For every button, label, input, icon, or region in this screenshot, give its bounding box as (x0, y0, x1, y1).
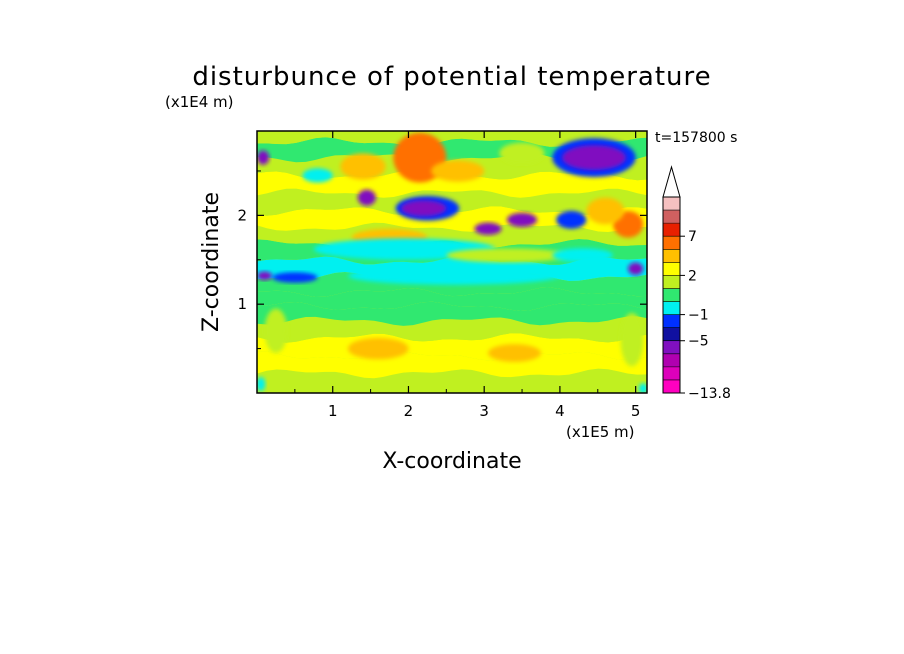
y-tick-label: 1 (237, 295, 247, 313)
contour-feature (474, 222, 502, 235)
x-tick-label: 4 (555, 402, 565, 420)
colorbar-frame (662, 196, 681, 394)
contour-band (257, 287, 647, 311)
colorbar-label: 2 (688, 268, 697, 284)
colorbar-segment (663, 327, 680, 342)
colorbar-segment (663, 379, 680, 394)
contour-band (257, 301, 647, 326)
contour-feature (499, 142, 545, 164)
contour-band (257, 368, 647, 393)
colorbar-segment (663, 262, 680, 276)
contour-feature (257, 271, 273, 281)
x-axis: 1 2 3 4 5 (294, 131, 641, 420)
contour-band (257, 206, 647, 232)
contour-feature (257, 150, 270, 165)
blob-layer (257, 132, 647, 393)
colorbar-segment (663, 236, 680, 250)
contour-feature (347, 337, 409, 360)
contour-feature (264, 308, 288, 353)
contour-band (257, 137, 647, 163)
y-axis-label: Z-coordinate (199, 192, 224, 332)
colorbar-segment (663, 288, 680, 302)
contour-feature (257, 377, 266, 392)
y-axis: 12 (237, 170, 647, 350)
contour-band (257, 131, 647, 147)
contour-feature (400, 200, 447, 217)
contour-feature (357, 189, 376, 206)
x-tick-label: 1 (328, 402, 338, 420)
contour-band (257, 351, 647, 379)
colorbar-segment (663, 314, 680, 328)
colorbar-label: −5 (688, 334, 709, 350)
colorbar-segment (663, 223, 680, 237)
contour-feature (556, 210, 587, 229)
colorbar-label: −1 (688, 308, 709, 324)
contour-feature (340, 153, 386, 180)
x-tick-label: 5 (631, 402, 641, 420)
contour-feature (506, 212, 538, 227)
contour-feature (446, 248, 568, 263)
contour-feature (302, 168, 333, 183)
colorbar-segment (663, 353, 680, 368)
colorbar-label: 7 (688, 229, 697, 245)
colorbar-segment (663, 301, 680, 315)
time-label: t=157800 s (655, 130, 737, 146)
colorbar-segment (663, 249, 680, 263)
x-tick-label: 3 (479, 402, 489, 420)
plot-frame (256, 130, 648, 394)
contour-feature (347, 266, 560, 285)
contour-feature (586, 197, 625, 225)
contour-feature (272, 272, 318, 283)
contour-feature (628, 262, 644, 275)
colorbar: 7 2 −1 −5 −13.8 (662, 165, 731, 402)
contour-feature (431, 160, 485, 182)
colorbar-extend-arrow (662, 165, 681, 198)
contour-band (257, 316, 647, 343)
colorbar-segment (663, 340, 680, 355)
colorbar-segment (663, 197, 680, 211)
colorbar-segment (663, 210, 680, 224)
y-unit-label: (x1E4 m) (165, 93, 234, 111)
x-axis-label: X-coordinate (382, 449, 521, 474)
contour-feature (562, 145, 626, 171)
contour-feature (620, 313, 644, 367)
x-unit-label: (x1E5 m) (566, 423, 635, 441)
contour-feature (638, 383, 647, 393)
chart-title: disturbunce of potential temperature (192, 62, 711, 92)
plot-area (257, 131, 647, 393)
colorbar-segment (663, 366, 680, 381)
x-tick-label: 2 (404, 402, 414, 420)
colorbar-label: −13.8 (688, 386, 731, 402)
colorbar-segment (663, 275, 680, 289)
y-tick-label: 2 (237, 206, 247, 224)
contour-feature (488, 344, 541, 362)
contour-feature (552, 248, 613, 263)
